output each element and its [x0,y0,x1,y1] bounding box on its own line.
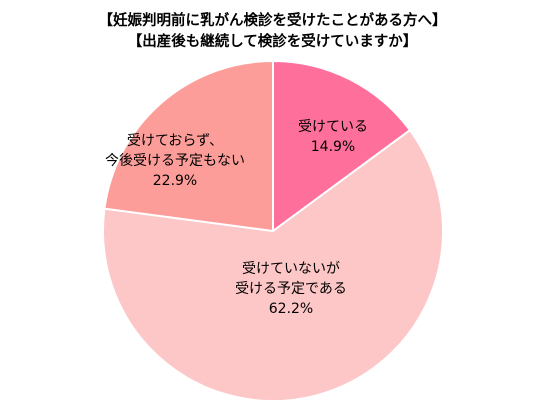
slice-category-label: 今後受ける予定もない [105,153,245,169]
pie-slice-0 [272,59,412,233]
slice-label-1: 受けていないが受ける予定である 62.2% [235,261,347,317]
pie-slice-2 [103,59,274,233]
pie-slice-1 [102,128,444,402]
slice-category-label: 受けている [298,119,368,135]
slice-category-label: 受けておらず、 [127,133,223,149]
slice-category-label: 受けていないが [242,261,340,277]
slice-label-2: 受けておらず、今後受ける予定もない 22.9% [105,133,245,189]
chart-subtitle: 【出産後も継続して検診を受けていますか】 [127,34,418,50]
slice-category-label: 受ける予定である [235,281,347,297]
slice-value-label: 14.9% [311,139,355,155]
chart-title: 【妊娠判明前に乳がん検診を受けたことがある方へ】 [98,13,447,29]
slice-value-label: 62.2% [269,301,313,317]
slice-value-label: 22.9% [153,173,197,189]
slice-label-0: 受けている 14.9% [298,119,368,155]
